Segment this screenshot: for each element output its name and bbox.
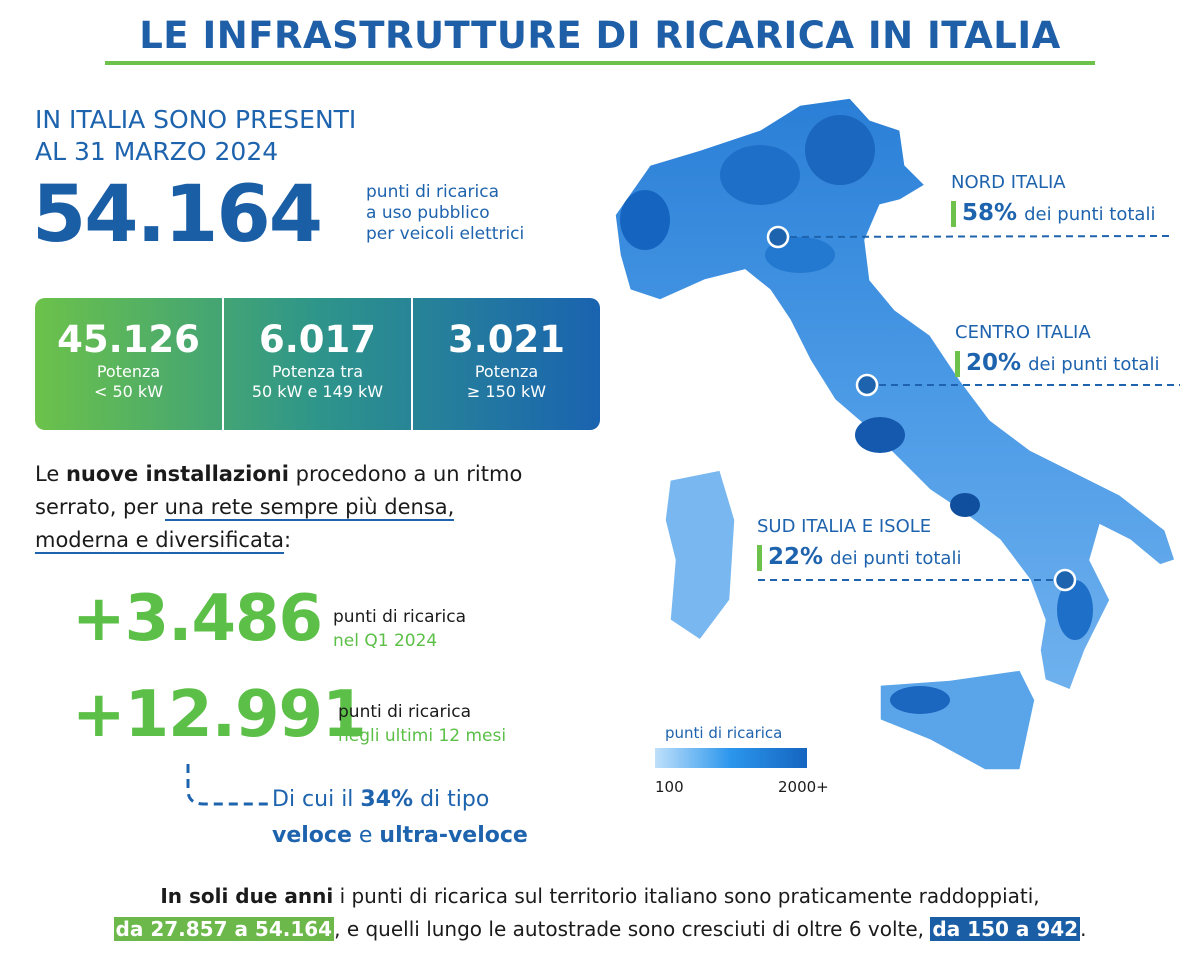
marker [855, 373, 879, 397]
text: di tipo [413, 787, 490, 812]
title: LE INFRASTRUTTURE DI RICARICA IN ITALIA [139, 14, 1061, 57]
desc-line: punti di ricarica [366, 182, 500, 202]
marker [766, 225, 790, 249]
share-value: 20% [966, 350, 1022, 376]
power-label: 50 kW e 149 kW [251, 382, 384, 401]
highlight: da 150 a 942 [930, 917, 1081, 941]
map-region [765, 237, 835, 273]
text: procedono a un ritmo serrato, per [35, 462, 523, 519]
total-count: 54.164 [32, 170, 323, 260]
text-bold: nuove installazioni [65, 462, 289, 486]
increment-label: punti di ricarica [333, 607, 467, 627]
power-box: 6.017 Potenza tra 50 kW e 149 kW [224, 298, 413, 430]
connector-line [186, 764, 270, 806]
text-bold: 34% [360, 787, 414, 812]
region-name: CENTRO ITALIA [955, 322, 1091, 343]
leader-line [777, 235, 1173, 238]
region-share: 58% dei punti totali [951, 201, 1155, 227]
increment-text: punti di ricarica nel Q1 2024 [333, 605, 466, 653]
power-value: 45.126 [57, 318, 200, 361]
text: i punti di ricarica sul territorio itali… [333, 884, 1040, 908]
title-underline [105, 61, 1095, 65]
map-region [950, 493, 980, 517]
legend-max: 2000+ [778, 778, 829, 796]
fast-share: Di cui il 34% di tipo veloce e ultra-vel… [272, 782, 528, 854]
highlight: da 27.857 a 54.164 [113, 917, 335, 941]
legend-min: 100 [655, 778, 684, 796]
desc-line: a uso pubblico [366, 203, 490, 223]
marker [1053, 568, 1077, 592]
power-label: < 50 kW [93, 382, 164, 401]
legend-title: punti di ricarica [665, 724, 783, 742]
power-boxes: 45.126 Potenza < 50 kW 6.017 Potenza tra… [35, 298, 600, 430]
region-name: NORD ITALIA [951, 172, 1066, 193]
total-description: punti di ricarica a uso pubblico per vei… [366, 182, 524, 245]
region-share: 22% dei punti totali [757, 545, 961, 571]
map-region [805, 115, 875, 185]
legend-bar [655, 748, 807, 768]
text: Le [35, 462, 66, 486]
increment-period: nel Q1 2024 [333, 631, 438, 651]
power-value: 6.017 [258, 318, 377, 361]
connector [186, 764, 270, 806]
power-label: ≥ 150 kW [466, 382, 547, 401]
text: e [351, 823, 380, 848]
power-label: Potenza tra [271, 362, 364, 381]
region-label: SUD ITALIA E ISOLE 22% dei punti totali [757, 516, 961, 571]
region-label: NORD ITALIA 58% dei punti totali [951, 172, 1155, 227]
map-region [1057, 580, 1093, 640]
text-bold: ultra-veloce [379, 823, 528, 848]
text: . [1080, 917, 1087, 941]
increment-value: +3.486 [72, 582, 323, 656]
increment-text: punti di ricarica negli ultimi 12 mesi [338, 700, 506, 748]
fast-line: veloce e ultra-veloce [272, 818, 528, 854]
text-bold: In soli due anni [160, 884, 334, 908]
intro-line: AL 31 MARZO 2024 [35, 137, 279, 166]
share-suffix: dei punti totali [1024, 204, 1156, 225]
fast-line: Di cui il 34% di tipo [272, 782, 528, 818]
text: , e quelli lungo le autostrade sono cres… [334, 917, 931, 941]
power-label: Potenza [96, 362, 161, 381]
map-region [855, 417, 905, 453]
text-underlined: una rete sempre più densa, moderna e div… [35, 495, 455, 554]
map-region [890, 686, 950, 714]
increment-label: punti di ricarica [338, 702, 472, 722]
footer: In soli due anni i punti di ricarica sul… [0, 880, 1200, 946]
text-bold: veloce [272, 823, 352, 848]
map-region [720, 145, 800, 205]
growth-text: Le nuove installazioni procedono a un ri… [35, 458, 535, 557]
power-label: Potenza [474, 362, 539, 381]
increment-value: +12.991 [72, 678, 367, 752]
share-value: 58% [962, 200, 1018, 226]
power-value: 3.021 [447, 318, 566, 361]
region-share: 20% dei punti totali [955, 351, 1159, 377]
intro-line: IN ITALIA SONO PRESENTI [35, 105, 357, 134]
sardinia [664, 469, 736, 642]
text: Di cui il [272, 787, 361, 812]
desc-line: per veicoli elettrici [366, 224, 525, 244]
increment-period: negli ultimi 12 mesi [338, 726, 507, 746]
power-box: 45.126 Potenza < 50 kW [35, 298, 224, 430]
text: : [283, 528, 292, 552]
share-suffix: dei punti totali [830, 548, 962, 569]
region-label: CENTRO ITALIA 20% dei punti totali [955, 322, 1159, 377]
map-region [620, 190, 670, 250]
power-box: 3.021 Potenza ≥ 150 kW [413, 298, 600, 430]
region-name: SUD ITALIA E ISOLE [757, 516, 932, 537]
sicily [879, 669, 1036, 771]
share-value: 22% [768, 544, 824, 570]
share-suffix: dei punti totali [1028, 354, 1160, 375]
intro: IN ITALIA SONO PRESENTI AL 31 MARZO 2024 [35, 104, 356, 168]
